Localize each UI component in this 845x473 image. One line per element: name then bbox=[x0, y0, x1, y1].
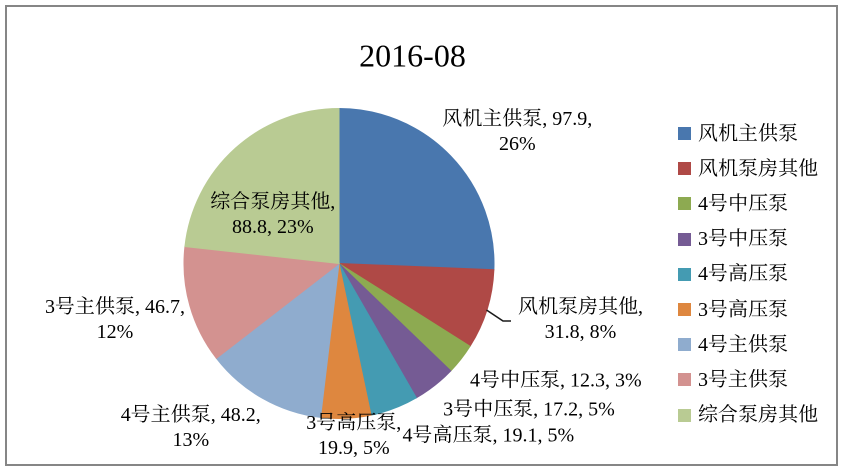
data-label-line: 风机泵房其他, bbox=[518, 295, 643, 318]
data-label-line: 3号高压泵, bbox=[306, 412, 402, 435]
pie-slice-7 bbox=[215, 262, 340, 418]
data-label-7: 4号主供泵, 48.2, 13% bbox=[121, 403, 261, 453]
data-label-5: 4号高压泵, 19.1, 5% bbox=[403, 423, 575, 448]
data-label-1: 风机主供泵, 97.9, 26% bbox=[442, 107, 592, 157]
pie-slice-9 bbox=[184, 107, 340, 265]
data-label-line: 4号中压泵, 12.3, 3% bbox=[469, 369, 642, 392]
data-label-line: 3号主供泵, 46.7, bbox=[45, 295, 185, 318]
data-label-6: 3号高压泵, 19.9, 5% bbox=[306, 411, 401, 461]
data-label-4: 3号中压泵, 17.2, 5% bbox=[443, 397, 615, 422]
data-label-line: 88.8, 23% bbox=[231, 215, 314, 238]
data-label-line: 31.8, 8% bbox=[544, 320, 617, 343]
data-label-line: 13% bbox=[172, 428, 210, 451]
data-label-line: 风机主供泵, 97.9, bbox=[442, 108, 593, 130]
data-label-8: 3号主供泵, 46.7, 12% bbox=[45, 295, 185, 345]
label-leader-line bbox=[486, 309, 511, 322]
data-label-line: 4号高压泵, 19.1, 5% bbox=[402, 424, 575, 446]
pie-slice-8 bbox=[183, 245, 341, 360]
data-label-line: 26% bbox=[498, 133, 536, 155]
data-label-line: 12% bbox=[96, 320, 134, 343]
data-label-9: 综合泵房其他, 88.8, 23% bbox=[210, 190, 335, 240]
pie-slice-1 bbox=[338, 107, 495, 271]
chart-border-frame bbox=[5, 5, 838, 466]
data-label-3: 4号中压泵, 12.3, 3% bbox=[470, 369, 642, 394]
data-label-line: 19.9, 5% bbox=[317, 437, 390, 460]
data-label-line: 3号中压泵, 17.2, 5% bbox=[443, 398, 615, 420]
data-label-2: 风机泵房其他, 31.8, 8% bbox=[518, 295, 643, 345]
data-label-line: 4号主供泵, 48.2, bbox=[120, 403, 261, 426]
data-label-line: 综合泵房其他, bbox=[210, 190, 336, 213]
chart-title: 2016-08 bbox=[359, 37, 466, 74]
